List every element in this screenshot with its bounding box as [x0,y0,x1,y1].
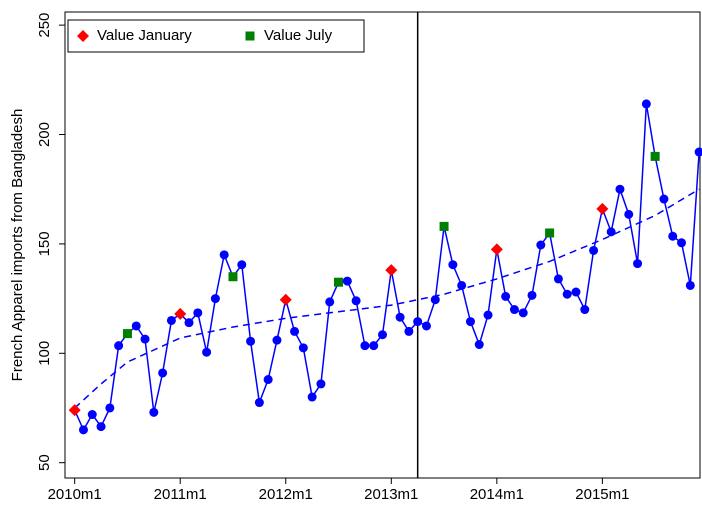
marker-circle [509,305,519,315]
marker-circle [668,231,678,241]
y-tick-label: 150 [36,231,53,256]
marker-circle [562,289,572,299]
marker-circle [307,392,317,402]
marker-circle [149,407,159,417]
marker-diamond [279,293,292,306]
marker-circle [395,312,405,322]
plot-frame [64,11,701,479]
marker-circle [316,379,326,389]
y-tick-label: 50 [36,454,53,471]
marker-circle [114,341,124,351]
y-tick-label: 200 [36,122,53,147]
marker-circle [694,147,702,157]
marker-circle [360,341,370,351]
marker-circle [219,250,229,260]
marker-circle [624,209,634,219]
marker-circle [131,321,141,331]
trend-line [74,188,700,409]
marker-circle [571,287,581,297]
marker-square [122,329,132,339]
marker-circle [430,295,440,305]
marker-circle [140,334,150,344]
legend-label: Value July [264,27,333,44]
marker-circle [685,280,695,290]
marker-circle [166,315,176,325]
marker-diamond [596,202,609,215]
marker-circle [483,310,493,320]
marker-circle [589,245,599,255]
marker-circle [659,194,669,204]
marker-circle [501,291,511,301]
marker-circle [158,368,168,378]
y-tick-label: 250 [36,13,53,38]
marker-circle [342,276,352,286]
marker-square [228,272,238,282]
marker-circle [105,403,115,413]
x-tick-label: 2013m1 [364,486,418,503]
marker-circle [641,99,651,109]
marker-circle [290,326,300,336]
marker-square [334,277,344,287]
marker-circle [677,238,687,248]
marker-circle [237,260,247,270]
marker-circle [210,294,220,304]
marker-square [245,31,255,41]
marker-circle [202,347,212,357]
marker-circle [184,318,194,328]
marker-circle [369,341,379,351]
marker-square [545,228,555,238]
marker-circle [263,375,273,385]
marker-diamond [68,404,81,417]
marker-diamond [385,264,398,277]
marker-diamond [490,243,503,256]
marker-circle [580,305,590,315]
marker-circle [536,240,546,250]
marker-circle [421,321,431,331]
marker-diamond [77,30,89,42]
marker-circle [518,308,528,318]
marker-circle [272,335,282,345]
marker-circle [457,280,467,290]
marker-circle [246,336,256,346]
legend-box [67,19,365,53]
marker-circle [87,410,97,420]
x-tick-label: 2014m1 [470,486,524,503]
marker-circle [474,340,484,350]
marker-circle [413,317,423,327]
marker-circle [298,343,308,353]
marker-circle [193,308,203,318]
marker-diamond [174,307,187,320]
marker-circle [448,260,458,270]
x-tick-label: 2011m1 [154,486,207,503]
legend-label: Value January [97,27,192,44]
marker-square [650,151,660,161]
y-tick-label: 100 [36,341,53,366]
marker-circle [615,184,625,194]
x-tick-label: 2012m1 [259,486,313,503]
marker-circle [553,274,563,284]
marker-circle [254,398,264,408]
marker-circle [351,296,361,306]
marker-circle [633,259,643,269]
y-axis-label: French Apparel imports from Bangladesh [9,109,26,382]
x-tick-label: 2010m1 [48,486,102,503]
marker-circle [96,422,106,432]
marker-circle [325,297,335,307]
marker-square [439,221,449,231]
x-tick-label: 2015m1 [575,486,629,503]
marker-circle [527,290,537,300]
marker-circle [404,326,414,336]
marker-circle [465,317,475,327]
marker-circle [606,227,616,237]
marker-circle [78,425,88,435]
marker-circle [378,330,387,340]
